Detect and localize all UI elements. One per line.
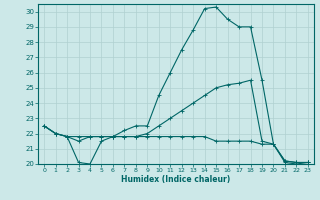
X-axis label: Humidex (Indice chaleur): Humidex (Indice chaleur) xyxy=(121,175,231,184)
